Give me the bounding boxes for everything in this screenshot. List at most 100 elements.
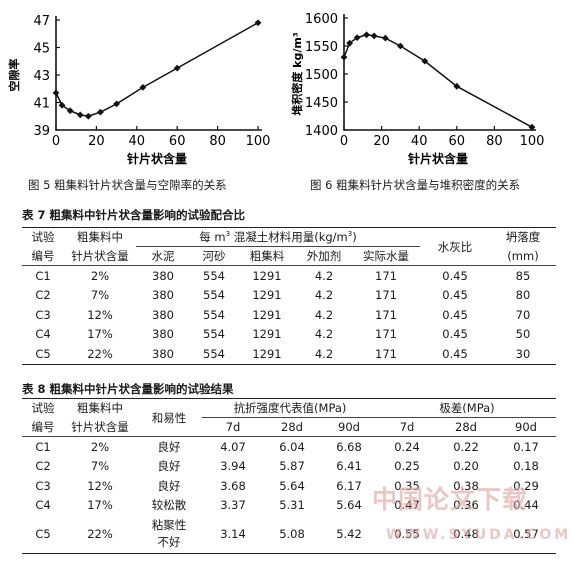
- table-cell: 0.25: [394, 459, 420, 474]
- x-axis-label: 针片状含量: [408, 151, 468, 166]
- t8-h-id-2: 编号: [22, 417, 64, 437]
- t8-h-sub: 28d: [436, 417, 496, 437]
- bulk-density-chart: 0 20 40 60 80 100 1400 1450 1500 1550 1600 针片状含量 堆积密…: [290, 12, 545, 166]
- table-row: C1 2% 良好 4.07 6.04 6.68 0.24 0.22 0.17: [22, 437, 556, 457]
- table-cell: 1291: [252, 307, 282, 322]
- table-cell: 0.36: [453, 498, 479, 513]
- t7-h-sub: 粗集料: [238, 246, 296, 266]
- y-tick-label: 43: [33, 69, 50, 84]
- table-cell: 554: [203, 268, 225, 283]
- table-cell: 5.87: [279, 459, 305, 474]
- t8-h-range: 极差(MPa): [378, 398, 556, 418]
- table-cell: C3: [35, 478, 51, 493]
- data-point: [76, 111, 84, 119]
- table-cell: 17%: [87, 327, 113, 342]
- t8-h-sub: 7d: [202, 417, 264, 437]
- table7-title: 表 7 粗集料中针片状含量影响的试验配合比: [22, 208, 246, 222]
- table-cell: 5.42: [320, 515, 378, 554]
- table-cell: 4.2: [296, 344, 352, 365]
- x-tick-label: 0: [340, 134, 348, 149]
- data-point: [397, 42, 404, 50]
- table-cell: C2: [35, 459, 51, 474]
- table-cell: 较松散: [151, 498, 187, 513]
- x-axis-label: 针片状含量: [127, 151, 187, 166]
- table-cell: 0.45: [420, 344, 490, 365]
- t8-h-sub: 90d: [496, 417, 556, 437]
- data-point: [381, 34, 389, 42]
- table-cell: 0.24: [394, 439, 420, 454]
- figure6-caption: 图 6 粗集料针片状含量与堆积密度的关系: [310, 178, 521, 192]
- t7-h-slump-1: 坍落度: [490, 227, 556, 247]
- table-cell: 7%: [90, 459, 110, 474]
- table-cell: 0.17: [513, 439, 539, 454]
- table-cell: 0.45: [442, 268, 468, 283]
- table-cell: 0.47: [394, 498, 420, 513]
- table-row: C2 7% 良好 3.94 5.87 6.41 0.25 0.20 0.18: [22, 457, 556, 477]
- y-tick-label: 45: [33, 42, 50, 57]
- t8-h-strength: 抗折强度代表值(MPa): [202, 398, 378, 418]
- t8-h-sub: 7d: [378, 417, 436, 437]
- t7-h-content-2: 针片状含量: [64, 246, 136, 266]
- table-cell: 1291: [252, 288, 282, 303]
- table-cell: 4.2: [314, 288, 334, 303]
- t7-h-sub: 实际水量: [352, 246, 420, 266]
- table-cell: 1291: [252, 327, 282, 342]
- table-cell: 171: [375, 327, 397, 342]
- table-cell: 5.08: [264, 515, 320, 554]
- table7: 试验 粗集料中 每 m3 混凝土材料用量(kg/m3) 水灰比 坍落度 编号 针…: [22, 227, 556, 365]
- table-cell: 0.45: [442, 288, 468, 303]
- t7-h-sub: 水泥: [136, 246, 190, 266]
- table-cell: 380: [152, 327, 174, 342]
- t8-h-sub: 28d: [264, 417, 320, 437]
- table-cell: 380: [136, 344, 190, 365]
- table-cell: 554: [203, 288, 225, 303]
- data-point: [254, 19, 262, 27]
- table-row: C5 22% 粘聚性 不好 3.14 5.08 5.42 0.55 0.48 0.…: [22, 515, 556, 554]
- table-cell: 0.48: [436, 515, 496, 554]
- table-cell: 良好: [157, 478, 181, 493]
- data-point: [370, 32, 378, 40]
- table-cell: 4.07: [220, 439, 246, 454]
- table-cell: 3.14: [202, 515, 264, 554]
- table-cell: C1: [35, 268, 51, 283]
- x-tick-label: 80: [486, 134, 503, 149]
- data-point: [58, 101, 66, 109]
- table-row: C3 12% 良好 3.68 5.64 6.17 0.35 0.38 0.29: [22, 476, 556, 496]
- table-cell: 2%: [90, 439, 110, 454]
- table-cell: 22%: [64, 515, 136, 554]
- y-axis-label: 堆积密度 kg/m³: [290, 32, 304, 115]
- axis-line: [55, 16, 262, 131]
- x-tick-label: 100: [520, 134, 545, 149]
- x-tick-label: 100: [246, 134, 271, 149]
- table-cell: 171: [375, 288, 397, 303]
- t7-h-id-2: 编号: [22, 246, 64, 266]
- y-tick-label: 1550: [305, 40, 338, 55]
- t8-h-content-1: 粗集料中: [64, 398, 136, 418]
- table-cell: C2: [35, 288, 51, 303]
- table-cell: 554: [203, 307, 225, 322]
- table-cell: 171: [375, 307, 397, 322]
- data-point: [340, 53, 348, 61]
- table-cell: 380: [152, 288, 174, 303]
- x-tick-label: 80: [209, 134, 226, 149]
- table-cell: 3.94: [220, 459, 246, 474]
- table-cell: 7%: [90, 288, 110, 303]
- table-cell: 12%: [87, 307, 113, 322]
- table-cell: 0.29: [513, 478, 539, 493]
- data-point: [453, 82, 461, 90]
- x-tick-label: 20: [373, 134, 390, 149]
- t8-h-id-1: 试验: [22, 398, 64, 418]
- table-cell: 171: [352, 344, 420, 365]
- table-cell: 0.20: [453, 459, 479, 474]
- table-cell: 50: [515, 327, 531, 342]
- table-cell: 380: [152, 268, 174, 283]
- data-point: [52, 89, 60, 97]
- table-cell: 0.55: [378, 515, 436, 554]
- void-ratio-chart: 0 20 40 60 80 100 39 41 43 45 47 针片状含量 空隙率: [7, 14, 271, 166]
- table8: 试验 粗集料中 和易性 抗折强度代表值(MPa) 极差(MPa) 编号 针片状含…: [22, 398, 556, 554]
- x-tick-label: 0: [52, 134, 60, 149]
- table-cell: C5: [22, 344, 64, 365]
- table-cell: 2%: [90, 268, 110, 283]
- table-cell: 5.64: [279, 478, 305, 493]
- t8-h-content-2: 针片状含量: [64, 417, 136, 437]
